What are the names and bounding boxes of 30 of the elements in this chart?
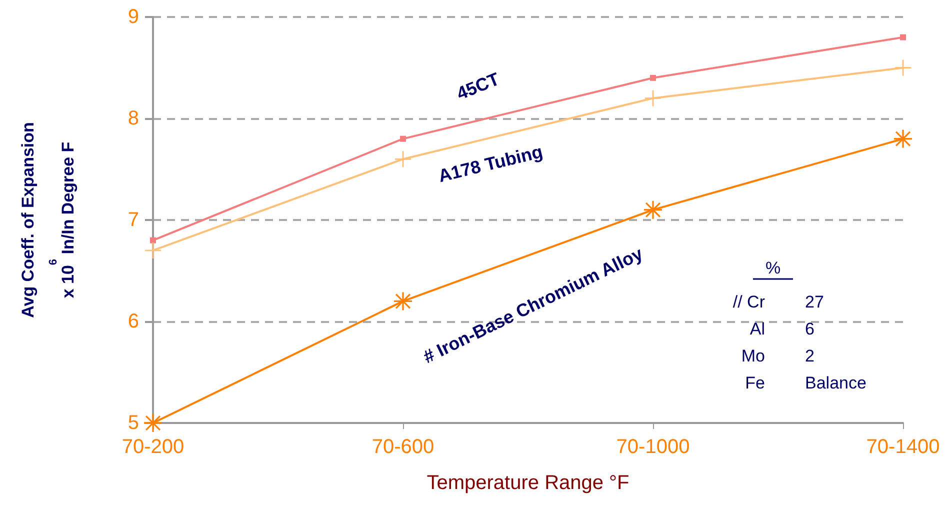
y-tick-label: 9 <box>128 6 139 28</box>
point <box>644 200 662 219</box>
annotation: Al <box>750 320 765 338</box>
y-tick-label: 7 <box>128 209 139 231</box>
x-tick-label: 70-200 <box>122 436 184 458</box>
point <box>894 130 912 148</box>
text: A178 Tubing <box>436 141 545 186</box>
annotation: 2 <box>805 346 814 366</box>
x-axis-title: Temperature Range °F <box>426 472 630 494</box>
annotation: % <box>765 258 781 278</box>
annotation: 27 <box>805 292 824 312</box>
x-tick-label: 70-600 <box>372 436 434 458</box>
x-tick-label: 70-1400 <box>866 436 940 458</box>
text: 45CT <box>454 68 502 104</box>
y-tick-label: 8 <box>128 108 139 130</box>
text: Avg Coeff. of Expansion x 106 In/In Degree F <box>18 122 78 318</box>
annotation: 6 <box>805 320 814 338</box>
annotation: Balance <box>805 374 866 392</box>
point <box>900 34 906 40</box>
point <box>150 237 156 244</box>
x-tick-label: 70-1000 <box>616 436 690 458</box>
annotation: // Cr <box>732 292 766 312</box>
point <box>144 414 162 432</box>
point <box>400 136 406 142</box>
y-tick-label: 6 <box>128 310 139 332</box>
annotation: Mo <box>741 346 765 366</box>
point <box>650 74 656 81</box>
point <box>394 292 412 310</box>
y-tick-label: 5 <box>128 412 139 434</box>
annotation: Fe <box>745 374 765 392</box>
